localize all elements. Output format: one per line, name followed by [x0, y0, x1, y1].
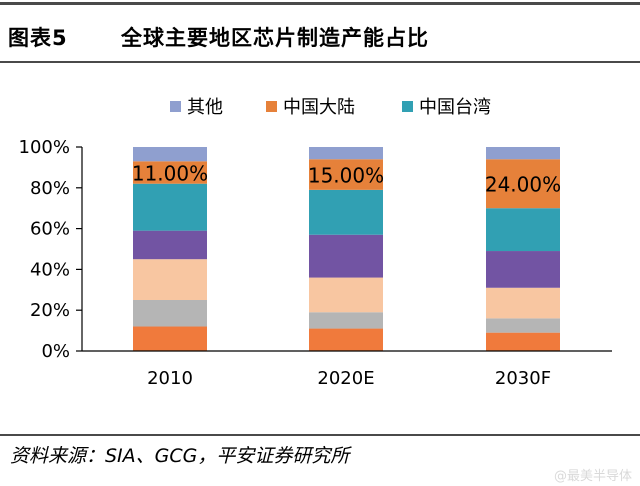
- bar-segment-peach: [309, 277, 383, 313]
- legend-swatch-other: [170, 101, 181, 112]
- source-note: 资料来源：SIA、GCG，平安证券研究所: [10, 445, 350, 467]
- bar-segment-other: [486, 147, 560, 160]
- bar-segment-peach: [133, 259, 207, 300]
- bar-segment-china_mainland: [133, 161, 207, 184]
- legend-swatch-taiwan: [402, 101, 413, 112]
- figure-title: 全球主要地区芯片制造产能占比: [121, 26, 429, 50]
- bar-segment-china_mainland: [309, 159, 383, 190]
- header-rule: [0, 61, 640, 63]
- legend-swatch-china_mainland: [266, 101, 277, 112]
- bar-segment-purple: [309, 234, 383, 278]
- legend-label-china_mainland: 中国大陆: [283, 97, 355, 118]
- legend-label-other: 其他: [187, 97, 223, 118]
- watermark: @最美半导体: [553, 469, 632, 484]
- bar-segment-china_mainland: [486, 159, 560, 209]
- bar-segment-taiwan: [309, 189, 383, 235]
- stacked-bar-chart: 其他 中国大陆 中国台湾 0% 20% 40% 60% 80% 100% 11.00% 15.0…: [19, 97, 612, 389]
- legend-label-taiwan: 中国台湾: [419, 97, 491, 118]
- bar-segment-orange_base: [133, 326, 207, 351]
- x-tick-label: 2020E: [317, 368, 374, 389]
- bar-segment-orange_base: [309, 328, 383, 351]
- y-tick-label: 80%: [30, 178, 70, 199]
- bar-segment-gray: [133, 300, 207, 327]
- bar-segment-taiwan: [486, 208, 560, 252]
- data-label-china_mainland: 15.00%: [308, 164, 384, 188]
- y-tick-label: 40%: [30, 259, 70, 280]
- figure-header: 图表5 全球主要地区芯片制造产能占比: [0, 22, 640, 62]
- x-axis: 2010 2020E 2030F: [82, 350, 612, 389]
- bar-stacks: 11.00% 15.00% 24.00%: [132, 147, 561, 351]
- bar-segment-taiwan: [133, 183, 207, 231]
- y-tick-label: 20%: [30, 300, 70, 321]
- y-axis: 0% 20% 40% 60% 80% 100%: [19, 137, 83, 362]
- bar-segment-other: [309, 147, 383, 160]
- y-tick-label: 0%: [41, 341, 70, 362]
- x-tick-label: 2010: [147, 368, 193, 389]
- bar-segment-purple: [133, 230, 207, 260]
- bar-segment-gray: [309, 312, 383, 329]
- x-tick-label: 2030F: [495, 368, 551, 389]
- y-tick-label: 100%: [19, 137, 70, 158]
- data-label-china_mainland: 24.00%: [485, 173, 561, 197]
- footer-rule: [0, 434, 640, 436]
- bar-segment-peach: [486, 287, 560, 319]
- chart-legend: 其他 中国大陆 中国台湾: [170, 97, 491, 118]
- bar-segment-purple: [486, 251, 560, 288]
- bar-segment-other: [133, 147, 207, 162]
- bar-segment-orange_base: [486, 332, 560, 351]
- figure-label: 图表5: [8, 26, 68, 50]
- top-rule: [0, 2, 640, 5]
- data-label-china_mainland: 11.00%: [132, 162, 208, 186]
- bar-segment-gray: [486, 318, 560, 333]
- y-tick-label: 60%: [30, 219, 70, 240]
